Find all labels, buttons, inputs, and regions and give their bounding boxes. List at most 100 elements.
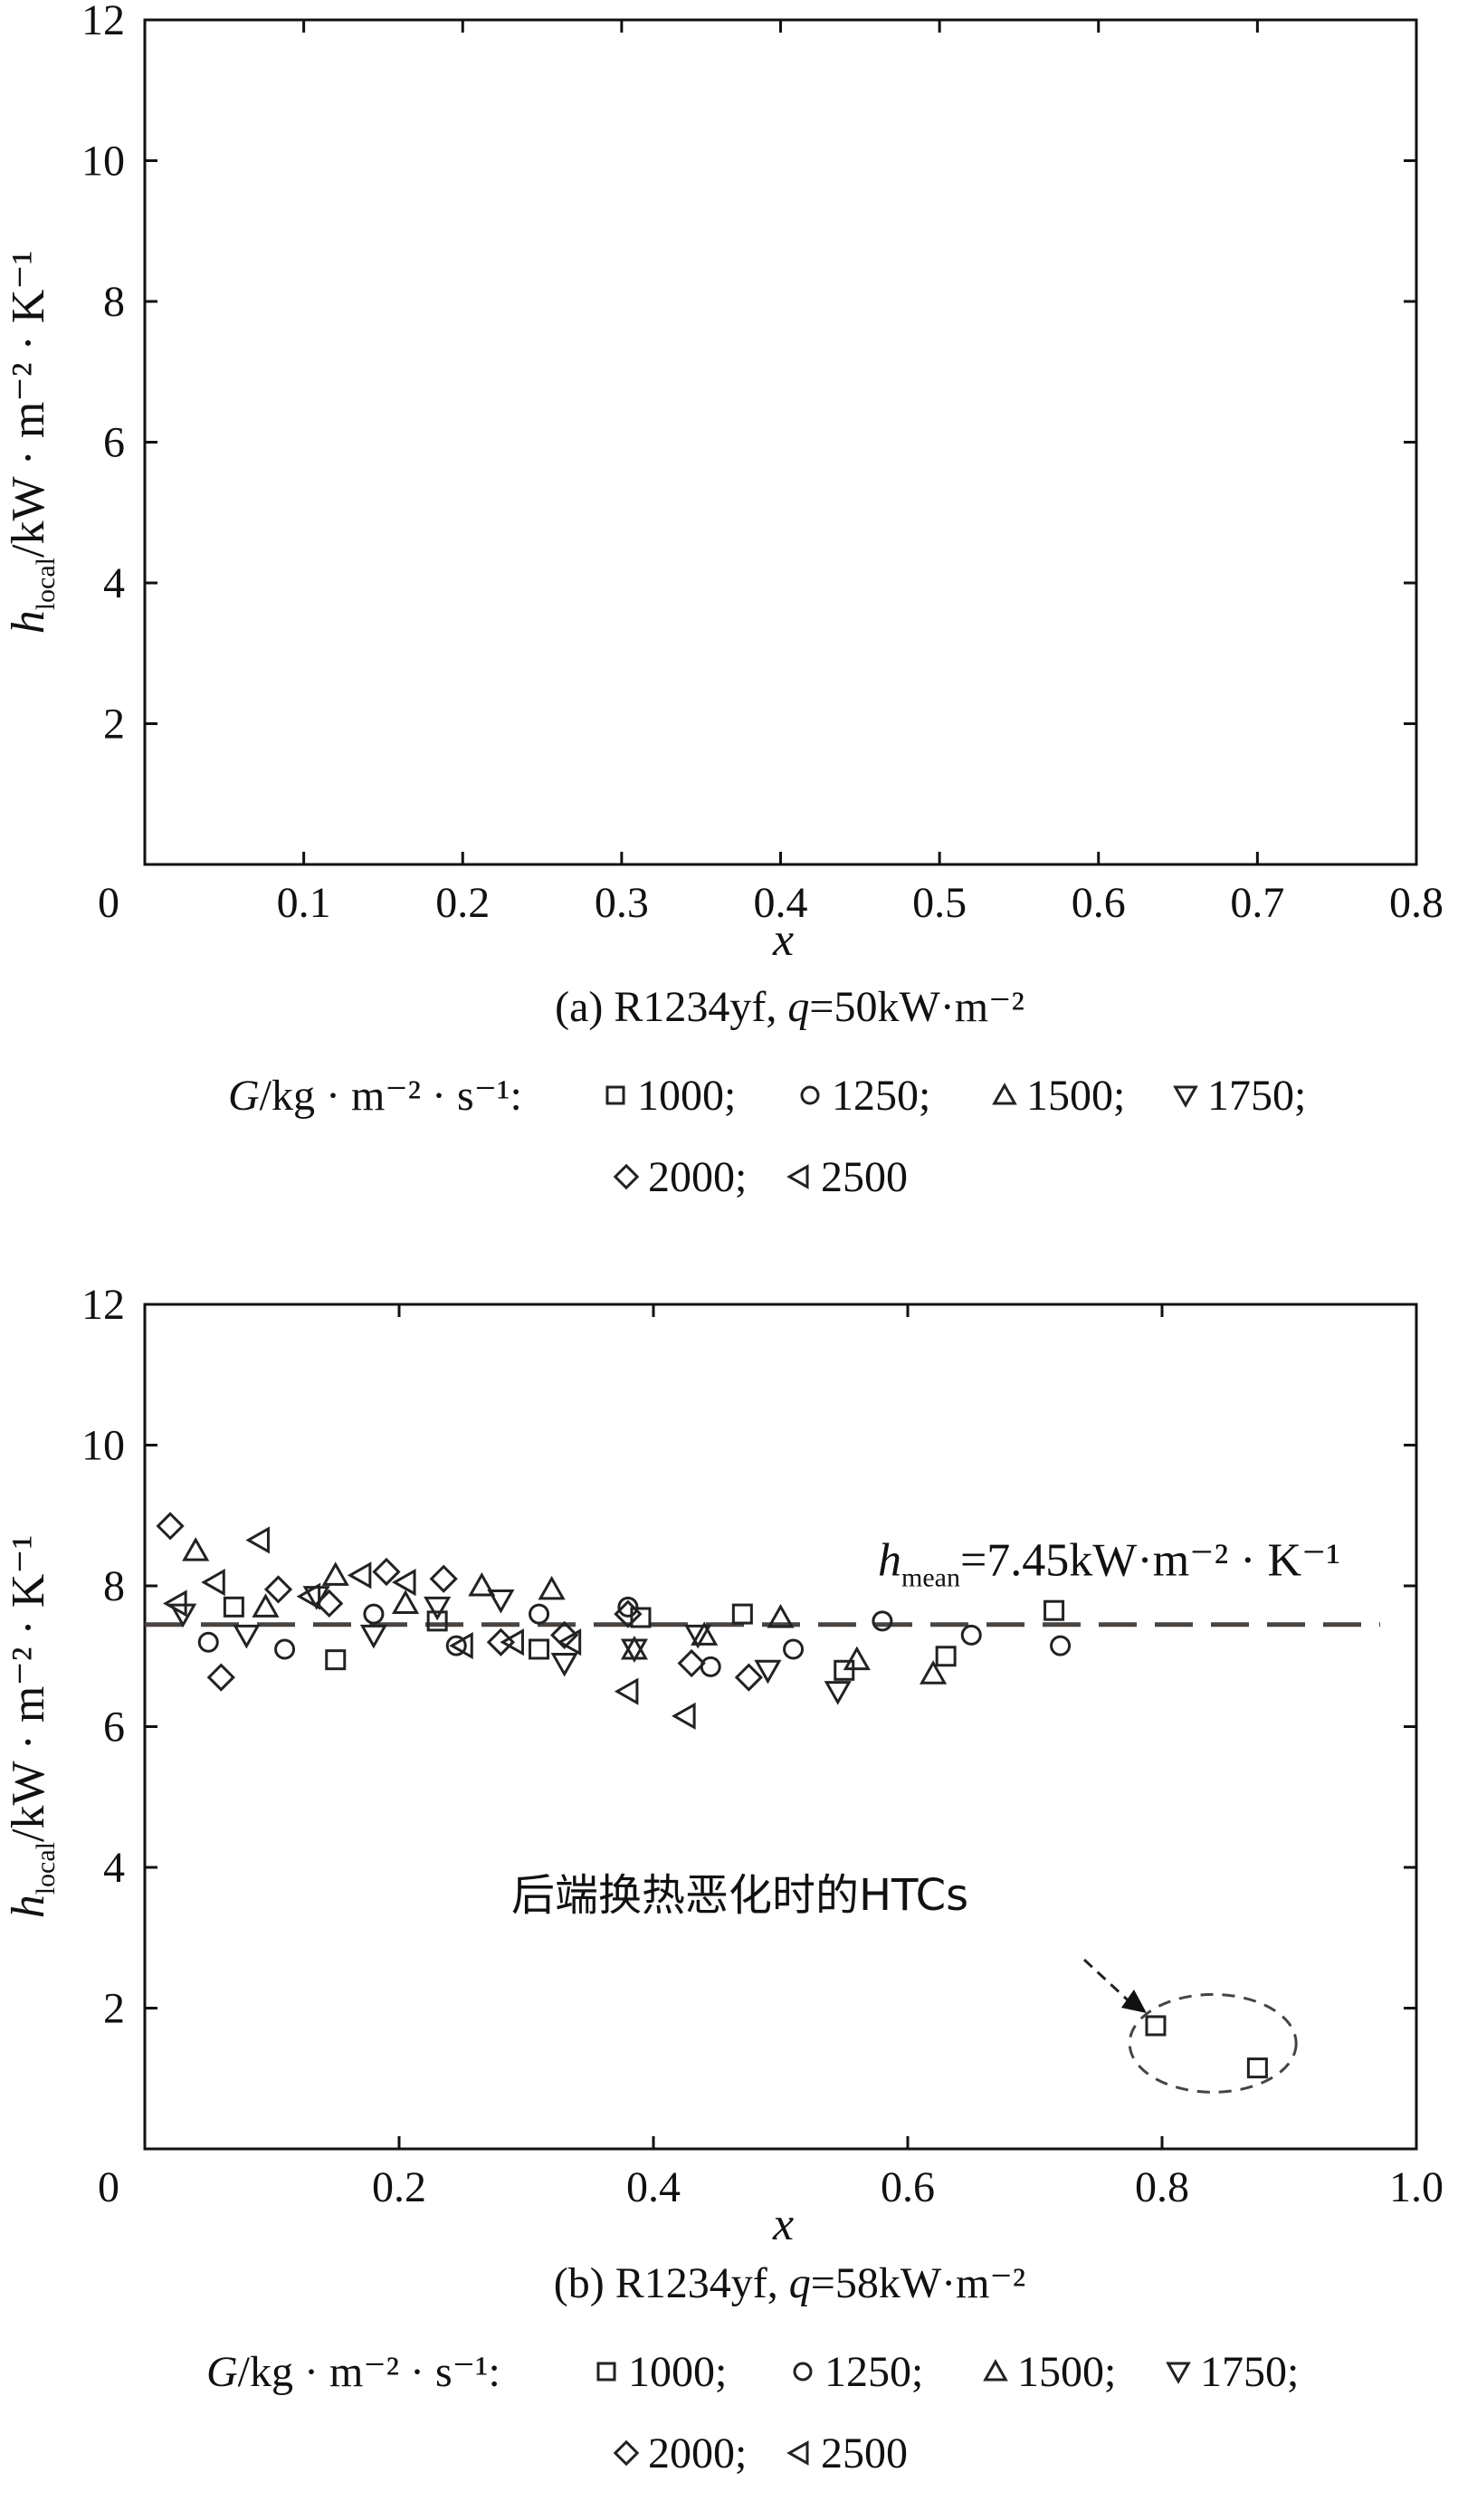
data-point-1250	[529, 1603, 550, 1625]
data-point-1750	[824, 1681, 852, 1705]
legend-marker-2000	[613, 1163, 640, 1190]
legend-label-1250: 1250;	[824, 2348, 923, 2396]
x-tick-label: 0.2	[435, 879, 490, 927]
data-point-1250	[617, 1596, 639, 1618]
y-tick-label: 6	[103, 419, 125, 467]
data-point-1250	[700, 1656, 721, 1677]
data-point-2000	[156, 1512, 185, 1541]
x-tick-label: 0.4	[754, 879, 808, 927]
panel-caption-part: 50kW·m⁻²	[834, 983, 1024, 1031]
y-axis-label-tail: /kW · m⁻² · K⁻¹	[3, 1535, 54, 1842]
legend-prefix-part: /kg · m⁻² · s⁻¹:	[260, 1072, 522, 1120]
x-tick-label: 0	[98, 879, 119, 927]
data-point-2500	[672, 1702, 696, 1730]
data-point-2500	[391, 1569, 416, 1597]
y-axis-label-main: h	[3, 610, 54, 634]
data-point-2500	[201, 1569, 225, 1597]
data-point-1000	[1145, 2015, 1167, 2037]
x-tick-label: 0.1	[277, 879, 331, 927]
legend-marker-2000	[613, 2439, 640, 2467]
data-point-1000	[1043, 1599, 1065, 1621]
data-point-1500	[391, 1589, 420, 1614]
legend-label-1750: 1750;	[1200, 2348, 1299, 2396]
legend-label-1000: 1000;	[637, 1072, 736, 1120]
data-point-1750	[684, 1624, 712, 1649]
x-tick-label: 0.7	[1230, 879, 1284, 927]
data-point-2000	[677, 1648, 706, 1678]
panel-caption-part: 58kW·m⁻²	[835, 2259, 1025, 2307]
data-point-1250	[197, 1631, 219, 1653]
legend-label-1500: 1500;	[1017, 2348, 1116, 2396]
y-tick-label: 8	[103, 1562, 125, 1610]
data-point-1750	[487, 1589, 515, 1614]
legend-label-2000: 2000;	[648, 2429, 747, 2477]
y-axis-label-main: h	[3, 1895, 54, 1918]
legend-label-2500: 2500	[821, 1153, 908, 1201]
data-point-1500	[920, 1660, 948, 1685]
data-point-1000	[630, 1607, 652, 1628]
y-tick-label: 4	[103, 559, 125, 607]
y-axis-label-tail: /kW · m⁻² · K⁻¹	[3, 251, 54, 558]
data-point-1500	[691, 1621, 719, 1646]
data-point-1500	[468, 1571, 496, 1597]
data-point-1250	[363, 1603, 385, 1625]
data-point-2000	[429, 1564, 458, 1593]
data-point-1000	[1246, 2057, 1268, 2079]
data-point-2500	[347, 1561, 372, 1589]
data-point-1500	[843, 1646, 871, 1671]
legend-prefix-part: /kg · m⁻² · s⁻¹:	[238, 2348, 500, 2396]
x-tick-label: 1.0	[1389, 2163, 1444, 2211]
legend-marker-2500	[786, 1164, 809, 1189]
legend-prefix-part: G	[206, 2348, 238, 2396]
legend-label-1000: 1000;	[628, 2348, 727, 2396]
data-point-1250	[1050, 1635, 1072, 1656]
legend-marker-1000	[605, 1085, 625, 1105]
legend-marker-1250	[800, 1085, 820, 1105]
data-point-2500	[163, 1589, 187, 1618]
x-tick-label: 0.8	[1389, 879, 1444, 927]
legend-label-1250: 1250;	[832, 1072, 930, 1120]
data-point-1500	[538, 1575, 566, 1600]
data-point-1250	[783, 1638, 805, 1660]
data-point-2000	[206, 1663, 235, 1692]
data-point-1250	[960, 1624, 982, 1646]
data-point-1750	[233, 1624, 261, 1649]
legend-prefix: G/kg · m⁻² · s⁻¹:	[228, 1072, 522, 1120]
data-point-2000	[550, 1620, 579, 1650]
data-point-1750	[359, 1624, 387, 1649]
data-point-1000	[731, 1603, 753, 1625]
panel-caption-part: =	[809, 983, 834, 1031]
plot-frame	[143, 18, 1418, 866]
legend-marker-1250	[793, 2362, 813, 2382]
y-tick-label: 6	[103, 1704, 125, 1752]
panel-caption-italic: q	[787, 983, 809, 1031]
data-point-1250	[872, 1610, 893, 1632]
data-point-2000	[263, 1575, 293, 1604]
data-point-2500	[449, 1632, 473, 1660]
data-point-1500	[767, 1603, 795, 1628]
data-point-1500	[252, 1593, 280, 1618]
data-point-1750	[550, 1653, 578, 1677]
panel-caption: (a) R1234yf, q=50kW·m⁻²	[555, 983, 1024, 1031]
legend-label-2000: 2000;	[648, 1153, 747, 1201]
plot-frame	[143, 1303, 1418, 2151]
data-point-1000	[935, 1646, 957, 1667]
data-point-1250	[445, 1635, 467, 1656]
y-axis-label: hlocal/kW · m⁻² · K⁻¹	[3, 1535, 61, 1919]
y-axis-label: hlocal/kW · m⁻² · K⁻¹	[3, 251, 61, 635]
data-point-1500	[182, 1537, 210, 1561]
data-point-2500	[500, 1628, 524, 1656]
x-tick-label: 0.3	[595, 879, 649, 927]
data-point-1750	[620, 1638, 649, 1664]
data-point-1250	[274, 1638, 296, 1660]
data-point-1750	[754, 1659, 782, 1685]
mean-line-label: hmean=7.45kW·m⁻² · K⁻¹	[878, 1534, 1340, 1592]
legend-marker-2500	[786, 2440, 809, 2466]
x-tick-label: 0.6	[1072, 879, 1126, 927]
chart-panel-a: 0 0.1 0.2 0.3 0.4 0.5 0.6 0.7 0.8 2 4 6 8 10 12 x hlocal…	[3, 0, 1444, 1201]
annotation-ellipse	[1128, 1992, 1298, 2094]
y-tick-label: 4	[103, 1844, 125, 1892]
x-tick-label: 0.5	[912, 879, 967, 927]
y-tick-label: 10	[81, 138, 125, 186]
y-tick-label: 2	[103, 1985, 125, 2033]
